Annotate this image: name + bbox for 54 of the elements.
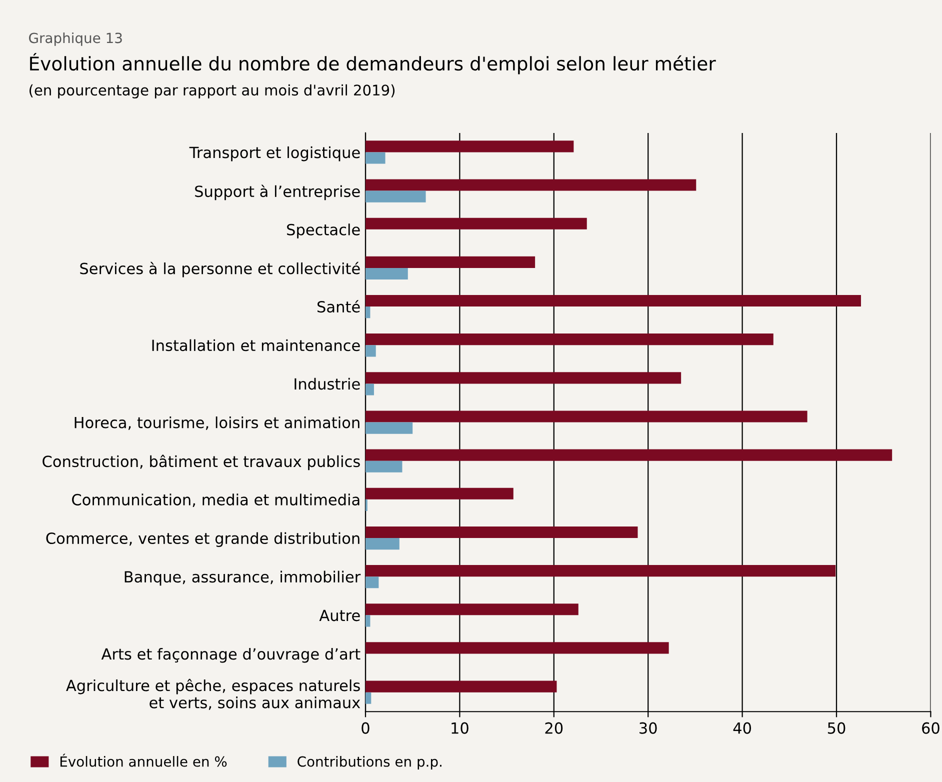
y-tick-label: Arts et façonnage d’ouvrage d’art — [101, 648, 360, 663]
bar — [365, 334, 774, 346]
legend-label: Contributions en p.p. — [298, 756, 442, 770]
y-tick-label: Spectacle — [287, 224, 360, 238]
bar — [365, 538, 400, 550]
bar — [365, 218, 587, 230]
x-tick-label: 50 — [828, 722, 846, 734]
bar — [365, 692, 372, 704]
bar — [365, 190, 426, 202]
bar — [365, 680, 557, 692]
y-tick-label: Commerce, ventes et grande distribution — [46, 532, 360, 547]
y-tick-label: Transport et logistique — [189, 146, 360, 162]
bar — [365, 576, 379, 588]
x-tick-label: 0 — [362, 722, 370, 734]
text: Graphique 13 — [29, 32, 122, 46]
bar — [365, 604, 578, 616]
y-tick-label: Industrie — [294, 378, 360, 390]
bar — [365, 140, 574, 152]
y-tick-label: Santé — [318, 300, 360, 313]
bar — [365, 642, 669, 654]
bar — [365, 449, 892, 461]
bar — [365, 460, 402, 472]
bar — [365, 615, 370, 627]
y-tick-label: Services à la personne et collectivité — [80, 262, 360, 278]
bar — [365, 372, 682, 384]
y-tick-label: Installation et maintenance — [152, 339, 360, 352]
y-tick-label: Horeca, tourisme, loisirs et animation — [74, 416, 360, 430]
y-tick-label: Banque, assurance, immobilier — [124, 570, 361, 586]
text: (en pourcentage par rapport au mois d'avril 2019) — [30, 84, 395, 98]
bar — [365, 179, 696, 191]
x-tick-label: 40 — [733, 722, 751, 734]
bar — [365, 345, 376, 357]
bar — [365, 256, 536, 268]
x-tick-label: 10 — [452, 722, 468, 734]
bar — [365, 384, 374, 396]
bar — [365, 422, 413, 434]
bar — [365, 526, 638, 538]
x-tick-label: 30 — [640, 722, 657, 734]
y-tick-label: Agriculture et pêche, espaces naturels et verts, soins aux animaux — [66, 678, 360, 710]
legend-label: Évolution annuelle en % — [60, 754, 227, 767]
y-tick-label: Support à l’entreprise — [195, 184, 360, 200]
bar — [365, 488, 514, 500]
y-tick-label: Construction, bâtiment et travaux publics — [42, 454, 360, 470]
chart-title: Évolution annuelle du nombre de demandeurs d'emploi selon leur métier — [30, 53, 716, 74]
y-tick-label: Autre — [319, 610, 360, 622]
bar — [365, 294, 861, 307]
x-tick-label: 20 — [545, 722, 563, 734]
bar — [365, 306, 370, 318]
bar — [365, 410, 808, 422]
y-tick-label: Communication, media et multimedia — [72, 494, 360, 508]
x-tick-label: 60 — [922, 722, 940, 734]
bar — [365, 152, 386, 164]
bar — [365, 565, 836, 577]
bar — [365, 268, 408, 280]
